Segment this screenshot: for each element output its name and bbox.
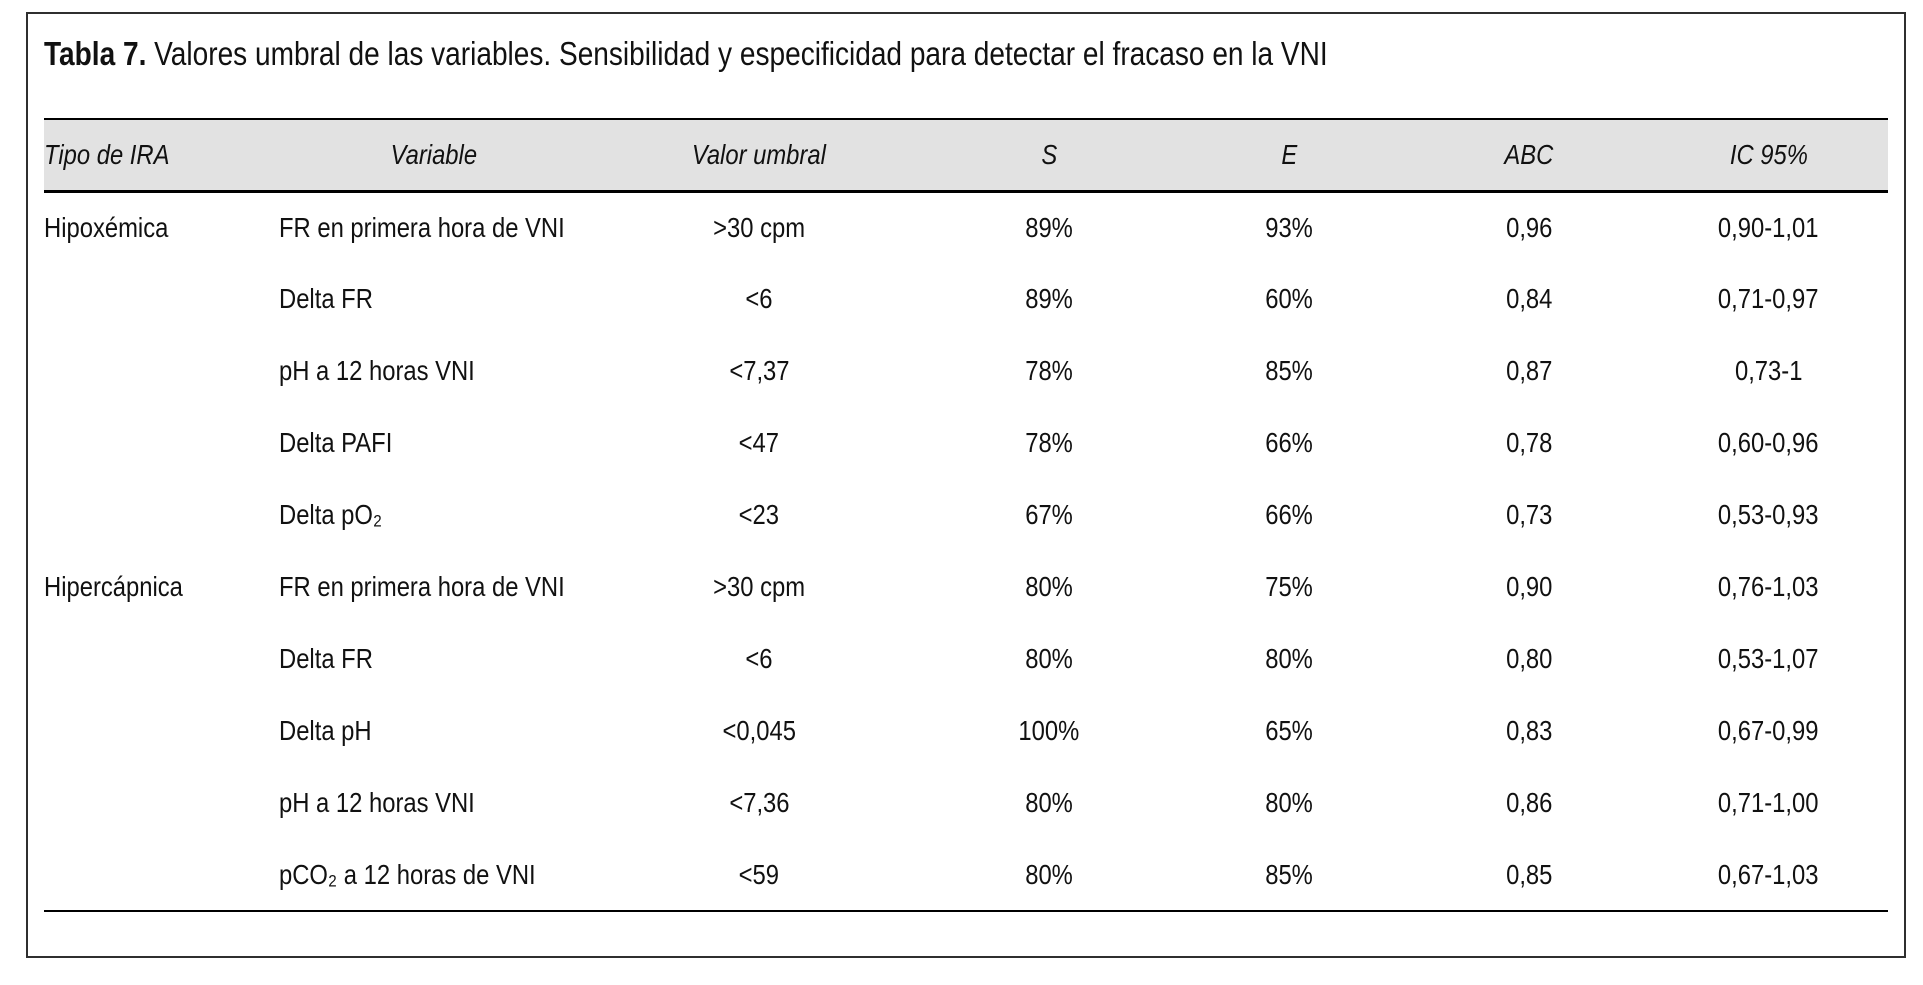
cell-valor-umbral: <6 [745,283,773,314]
cell-variable: pH a 12 horas VNI [279,355,475,386]
cell-valor-umbral: >30 cpm [713,571,805,602]
cell-sensibilidad: 80% [1025,643,1073,674]
cell-especificidad: 60% [1265,283,1313,314]
cell-abc: 0,87 [1505,355,1553,386]
cell-ic-95: 0,76-1,03 [1718,571,1819,602]
cell-abc: 0,85 [1505,858,1553,890]
cell-valor-umbral: <7,37 [728,355,790,386]
table-row: Hipoxémica FR en primera hora de VNI >30… [44,191,1888,263]
table-caption: Valores umbral de las variables. Sensibi… [146,35,1328,72]
cell-variable: pH a 12 horas VNI [279,787,475,818]
cell-abc: 0,83 [1505,715,1553,746]
cell-especificidad: 80% [1265,787,1313,818]
cell-sensibilidad: 80% [1025,858,1073,890]
cell-valor-umbral: <6 [745,643,773,674]
cell-ic-95: 0,53-0,93 [1718,499,1819,530]
table-header-row: Tipo de IRA Variable Valor umbral S E AB… [44,118,1888,193]
cell-variable: Delta FR [279,643,373,674]
cell-especificidad: 66% [1265,427,1313,458]
col-header-sensibilidad: S [1041,138,1057,170]
cell-abc: 0,86 [1505,787,1553,818]
cell-variable: Delta PAFI [279,427,393,458]
cell-sensibilidad: 80% [1025,571,1073,602]
cell-variable: pCO₂ a 12 horas de VNI [279,858,536,890]
cell-abc: 0,84 [1505,283,1553,314]
cell-ic-95: 0,53-1,07 [1718,643,1819,674]
table-number: Tabla 7. [44,35,147,72]
cell-valor-umbral: <59 [738,858,780,890]
table-row: Hipercápnica FR en primera hora de VNI >… [44,551,1888,623]
cell-abc: 0,96 [1505,211,1553,243]
table-body: Hipoxémica FR en primera hora de VNI >30… [44,191,1888,912]
cell-tipo-de-ira: Hipoxémica [44,211,169,243]
table-row: Delta pO₂ <23 67% 66% 0,73 0,53-0,93 [44,479,1888,551]
cell-valor-umbral: <47 [738,427,780,458]
cell-especificidad: 93% [1265,211,1313,243]
cell-ic-95: 0,71-1,00 [1718,787,1819,818]
cell-especificidad: 66% [1265,499,1313,530]
cell-ic-95: 0,67-1,03 [1718,858,1819,890]
cell-sensibilidad: 67% [1025,499,1073,530]
cell-especificidad: 85% [1265,355,1313,386]
col-header-tipo-de-ira: Tipo de IRA [44,138,170,170]
cell-ic-95: 0,60-0,96 [1718,427,1819,458]
cell-variable: Delta pO₂ [279,499,383,530]
cell-ic-95: 0,67-0,99 [1718,715,1819,746]
table-row: Delta PAFI <47 78% 66% 0,78 0,60-0,96 [44,407,1888,479]
cell-especificidad: 75% [1265,571,1313,602]
cell-abc: 0,80 [1505,643,1553,674]
cell-especificidad: 80% [1265,643,1313,674]
cell-ic-95: 0,73-1 [1734,355,1803,386]
table-figure-frame: Tabla 7. Valores umbral de las variables… [26,12,1906,958]
cell-variable: Delta FR [279,283,373,314]
table-row: pH a 12 horas VNI <7,36 80% 80% 0,86 0,7… [44,767,1888,839]
cell-especificidad: 65% [1265,715,1313,746]
cell-tipo-de-ira: Hipercápnica [44,571,183,602]
cell-variable: FR en primera hora de VNI [279,571,565,602]
cell-variable: FR en primera hora de VNI [279,211,565,243]
cell-sensibilidad: 89% [1025,211,1073,243]
cell-sensibilidad: 78% [1025,355,1073,386]
cell-sensibilidad: 80% [1025,787,1073,818]
cell-valor-umbral: <7,36 [728,787,790,818]
cell-variable: Delta pH [279,715,372,746]
table-row: Delta FR <6 80% 80% 0,80 0,53-1,07 [44,623,1888,695]
cell-sensibilidad: 89% [1025,283,1073,314]
table-title: Tabla 7. Valores umbral de las variables… [44,34,1888,74]
cell-abc: 0,78 [1505,427,1553,458]
cell-valor-umbral: >30 cpm [713,211,805,243]
cell-especificidad: 85% [1265,858,1313,890]
cell-valor-umbral: <23 [738,499,780,530]
table-row: pH a 12 horas VNI <7,37 78% 85% 0,87 0,7… [44,335,1888,407]
col-header-abc: ABC [1504,138,1554,170]
cell-abc: 0,73 [1505,499,1553,530]
cell-abc: 0,90 [1505,571,1553,602]
col-header-ic-95: IC 95% [1729,138,1808,170]
col-header-especificidad: E [1281,138,1297,170]
table-row: Delta FR <6 89% 60% 0,84 0,71-0,97 [44,263,1888,335]
cell-valor-umbral: <0,045 [722,715,796,746]
col-header-variable: Variable [390,138,478,170]
thresholds-table: Tipo de IRA Variable Valor umbral S E AB… [44,118,1888,912]
cell-ic-95: 0,90-1,01 [1718,211,1819,243]
cell-sensibilidad: 100% [1018,715,1080,746]
table-title-text: Tabla 7. Valores umbral de las variables… [44,34,1328,74]
table-row: pCO₂ a 12 horas de VNI <59 80% 85% 0,85 … [44,839,1888,912]
table-row: Delta pH <0,045 100% 65% 0,83 0,67-0,99 [44,695,1888,767]
col-header-valor-umbral: Valor umbral [691,138,827,170]
cell-sensibilidad: 78% [1025,427,1073,458]
cell-ic-95: 0,71-0,97 [1718,283,1819,314]
